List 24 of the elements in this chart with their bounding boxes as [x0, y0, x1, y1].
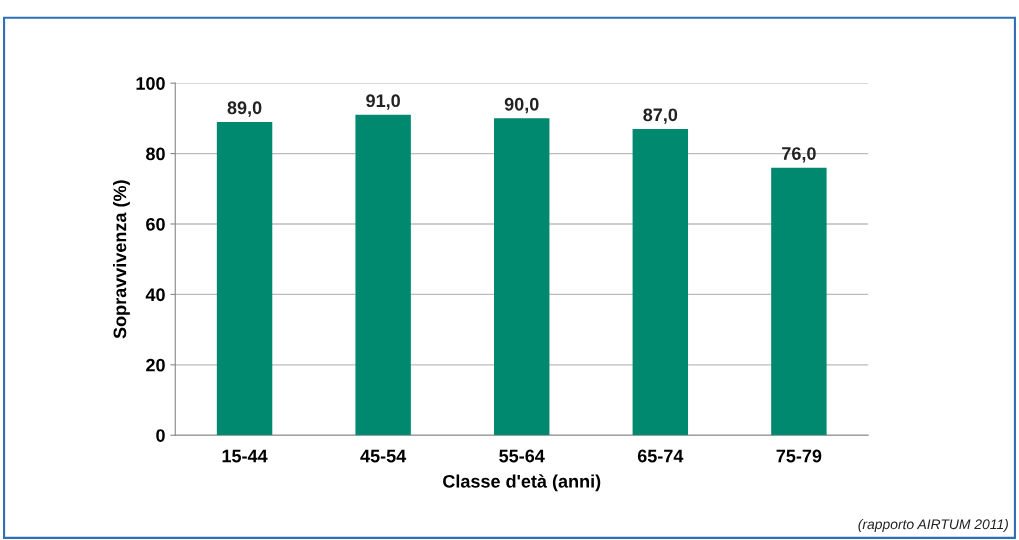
data-label: 76,0: [782, 147, 816, 163]
y-tick-label: 20: [146, 358, 165, 372]
data-label: 87,0: [643, 108, 678, 124]
data-label: 91,0: [366, 94, 400, 110]
x-tick-label: 55-64: [499, 449, 545, 463]
bar: [632, 128, 689, 436]
x-tick-label: 75-79: [776, 449, 822, 463]
y-tick-label: 80: [146, 147, 165, 161]
bar: [494, 118, 550, 436]
y-tick-label: 100: [136, 77, 165, 90]
y-tick-label: 0: [156, 429, 165, 442]
text: (rapporto AIRTUM 2011): [858, 518, 1008, 532]
data-label: 89,0: [227, 101, 262, 117]
bar: [355, 114, 411, 436]
x-tick-label: 65-74: [637, 449, 684, 463]
data-label: 90,0: [504, 97, 539, 114]
x-tick-label: 45-54: [360, 449, 407, 463]
x-tick-label: 15-44: [222, 449, 268, 463]
x-axis-title: Classe d'età (anni): [443, 474, 601, 492]
y-axis-title: Sopravvivenza (%): [113, 180, 130, 339]
bar: [771, 167, 827, 436]
y-tick-label: 60: [146, 217, 165, 231]
bar: [216, 121, 273, 436]
y-tick-label: 40: [145, 288, 165, 302]
